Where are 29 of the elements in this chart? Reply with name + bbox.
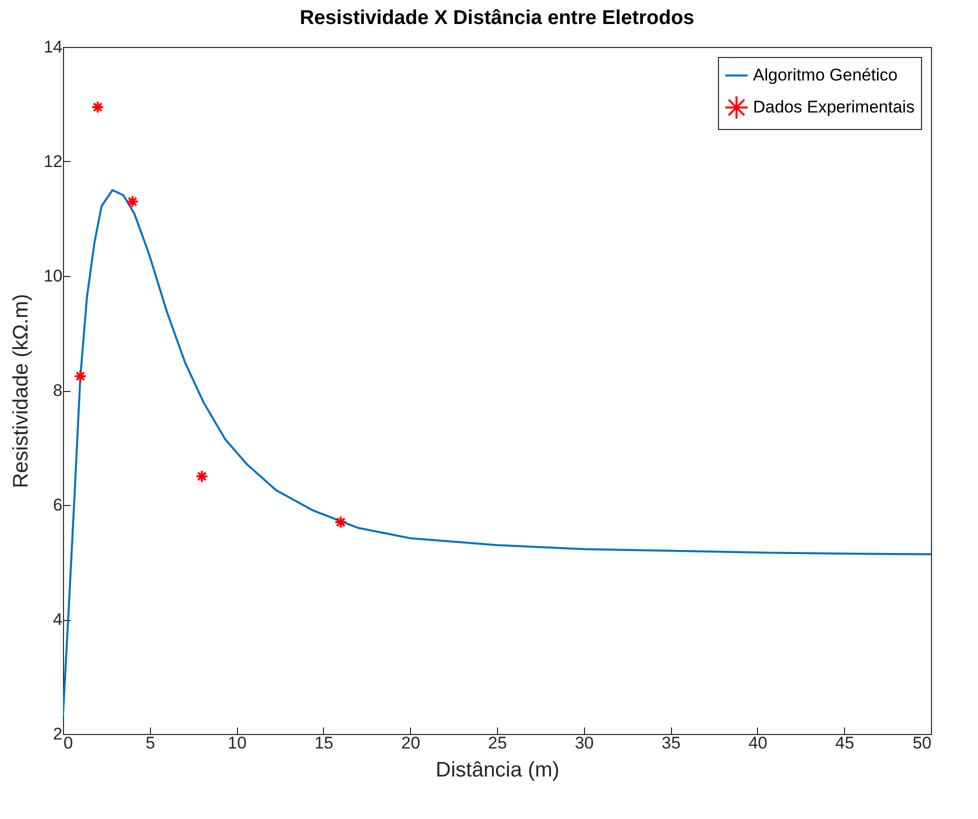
x-axis-title: Distância (m) [436,758,560,782]
point [126,195,139,208]
x-tick-label: 30 [574,734,594,752]
y-tick-label: 2 [53,724,62,744]
legend-label: Algoritmo Genético [753,66,898,84]
x-tick-label: 50 [912,734,932,752]
y-tick-label: 10 [44,266,62,286]
x-tick-label: 20 [401,734,420,752]
x-tick-label: 45 [835,734,854,752]
y-tick-label: 6 [53,496,62,514]
x-tick-label: 35 [662,734,681,752]
x-tick-label: 5 [146,734,156,752]
point [91,100,104,114]
x-tick-label: 0 [64,734,73,752]
line-series [63,189,931,716]
x-tick-label: 10 [228,734,247,752]
y-axis-title: Resistividade (kΩ.m) [10,294,33,488]
point [74,370,87,383]
point [334,516,348,529]
x-tick-label: 25 [488,734,507,752]
x-tick-label: 15 [314,734,334,752]
y-tick-label: 14 [44,38,62,56]
chart-title: Resistividade X Distância entre Eletrodos [300,7,694,29]
x-tick-label: 40 [748,734,768,752]
y-tick-label: 8 [53,381,62,400]
point [195,470,208,483]
y-tick-label: 12 [44,152,62,171]
y-tick-label: 4 [53,610,62,629]
legend-label: Dados Experimentais [753,98,915,116]
